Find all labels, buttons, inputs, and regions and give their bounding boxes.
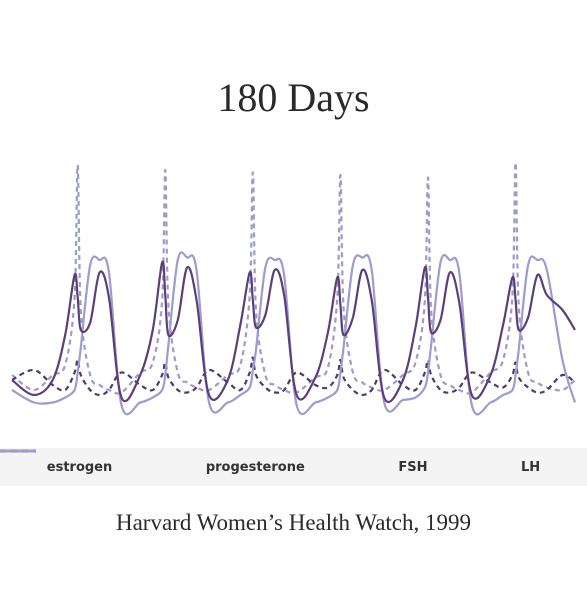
legend-label: estrogen (46, 459, 113, 475)
legend-swatch (0, 449, 36, 453)
legend-item: LH (0, 449, 541, 475)
series-line (11, 251, 577, 416)
legend-label: LH (521, 459, 541, 475)
legend-label: FSH (398, 459, 428, 475)
series-line (11, 161, 576, 395)
series-line (11, 356, 576, 397)
series-line (11, 260, 576, 404)
chart-title: 180 Days (217, 75, 370, 120)
legend-item: FSH (0, 449, 428, 475)
plot (11, 161, 577, 416)
legend-item: estrogen (0, 449, 113, 475)
legend-label: progesterone (205, 459, 305, 475)
legend-item: progesterone (0, 449, 305, 475)
caption: Harvard Women’s Health Watch, 1999 (115, 510, 472, 535)
legend: estrogen progesterone FSH LH (0, 448, 587, 486)
